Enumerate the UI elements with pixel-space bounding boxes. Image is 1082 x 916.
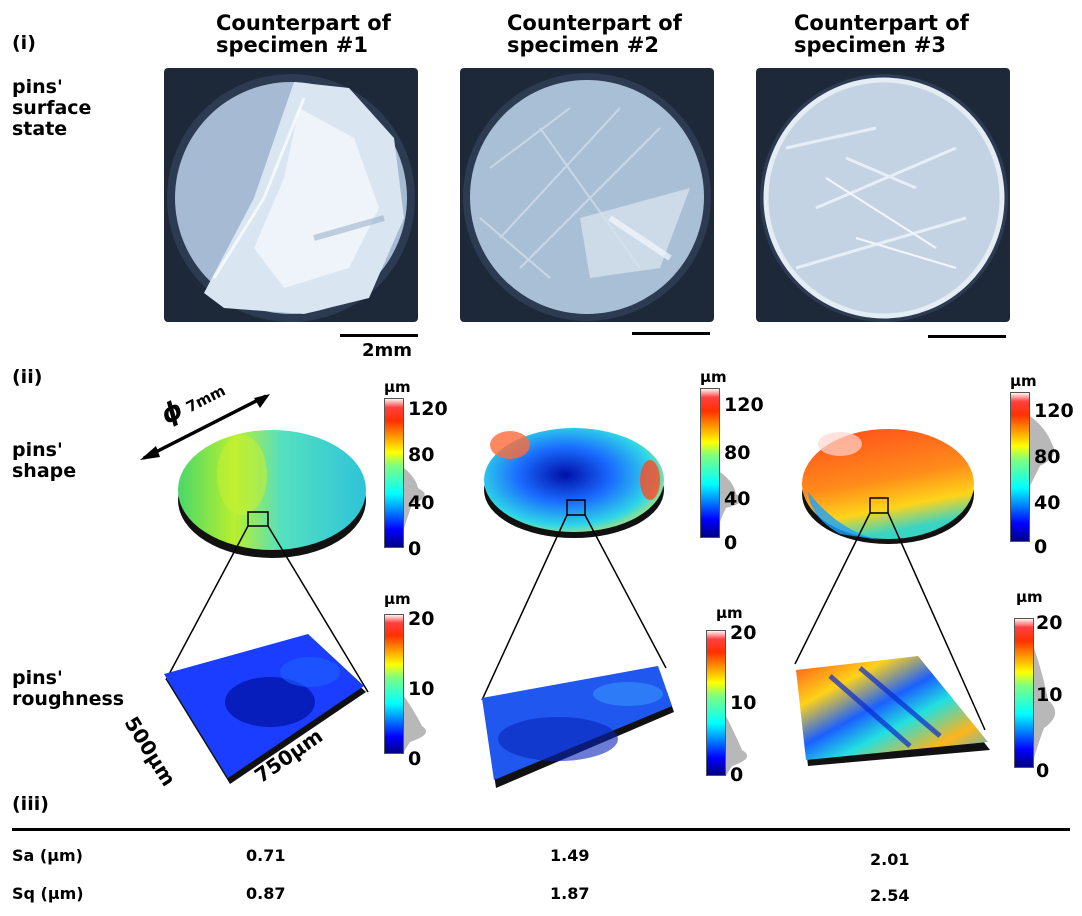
colorbar-tick: 10	[408, 678, 435, 700]
pin-photo-2	[460, 68, 714, 322]
colorbar-unit: μm	[716, 604, 743, 622]
colorbar-tick: 0	[408, 538, 422, 560]
colorbar-shape-3: μm 120 80 40 0	[996, 372, 1082, 567]
section-label-i: (i)	[12, 32, 36, 54]
colorbar-tick: 20	[408, 608, 435, 630]
colorbar-unit: μm	[700, 368, 727, 386]
colorbar-tick: 10	[1036, 684, 1063, 706]
table-cell: 2.54	[870, 886, 910, 905]
header-specimen-1: Counterpart of specimen #1	[216, 11, 391, 57]
row-label-shape: pins' shape	[12, 439, 77, 482]
colorbar-tick: 80	[408, 444, 435, 466]
table-cell: 2.01	[870, 850, 910, 869]
colorbar-tick: 40	[408, 492, 435, 514]
pin-roughness-map-3	[796, 656, 990, 766]
pin-photo-3	[756, 68, 1010, 322]
row-label-surface-state: pins' surface state	[12, 76, 92, 140]
colorbar-tick: 0	[724, 532, 738, 554]
colorbar-tick: 0	[1036, 760, 1050, 782]
row-label-roughness: pins' roughness	[12, 667, 125, 710]
header-specimen-3: Counterpart of specimen #3	[794, 11, 969, 57]
colorbar-tick: 10	[730, 692, 757, 714]
pin-roughness-map-1	[164, 634, 366, 784]
colorbar-roughness-3: μm 20 10 0	[1000, 588, 1082, 784]
colorbar-tick: 80	[724, 442, 751, 464]
table-row: Sq (μm) 0.87 1.87 2.54	[12, 884, 1070, 908]
table-cell: 0.71	[246, 846, 286, 865]
row-label-sq: Sq (μm)	[12, 884, 84, 903]
colorbar-tick: 40	[724, 488, 751, 510]
pin-photo-1	[164, 68, 418, 322]
pin-roughness-map-2	[482, 666, 674, 788]
colorbar-tick: 120	[1034, 400, 1074, 422]
header-specimen-2: Counterpart of specimen #2	[507, 11, 682, 57]
pin-shape-map-1	[178, 430, 366, 558]
table-cell: 1.49	[550, 846, 590, 865]
colorbar-tick: 0	[408, 748, 422, 770]
colorbar-tick: 20	[1036, 612, 1063, 634]
colorbar-shape-1: μm 120 80 40 0	[370, 378, 470, 573]
colorbar-tick: 120	[724, 394, 764, 416]
colorbar-tick: 0	[1034, 536, 1048, 558]
scale-bar-3	[928, 335, 1006, 338]
diameter-arrow	[140, 394, 270, 460]
section-label-ii: (ii)	[12, 366, 43, 388]
scale-bar-1	[340, 334, 418, 337]
table-rule	[12, 828, 1070, 831]
colorbar-unit: μm	[1010, 372, 1037, 390]
row-label-sa: Sa (μm)	[12, 846, 83, 865]
colorbar-tick: 120	[408, 398, 448, 420]
pin-shape-map-3	[802, 429, 974, 544]
colorbar-unit: μm	[384, 590, 411, 608]
table-cell: 1.87	[550, 884, 590, 903]
colorbar-tick: 80	[1034, 446, 1061, 468]
colorbar-shape-2: μm 120 80 40 0	[686, 368, 786, 563]
colorbar-tick: 0	[730, 764, 744, 786]
colorbar-unit: μm	[384, 378, 411, 396]
colorbar-roughness-2: μm 20 10 0	[692, 604, 792, 788]
colorbar-roughness-1: μm 20 10 0	[370, 590, 470, 770]
colorbar-unit: μm	[1016, 588, 1043, 606]
table-cell: 0.87	[246, 884, 286, 903]
scale-bar-label: 2mm	[362, 340, 413, 361]
colorbar-tick: 20	[730, 622, 757, 644]
scale-bar-2	[632, 332, 710, 335]
pin-shape-map-2	[484, 428, 664, 538]
table-row: Sa (μm) 0.71 1.49 2.01	[12, 846, 1070, 870]
section-label-iii: (iii)	[12, 793, 49, 815]
colorbar-tick: 40	[1034, 492, 1061, 514]
